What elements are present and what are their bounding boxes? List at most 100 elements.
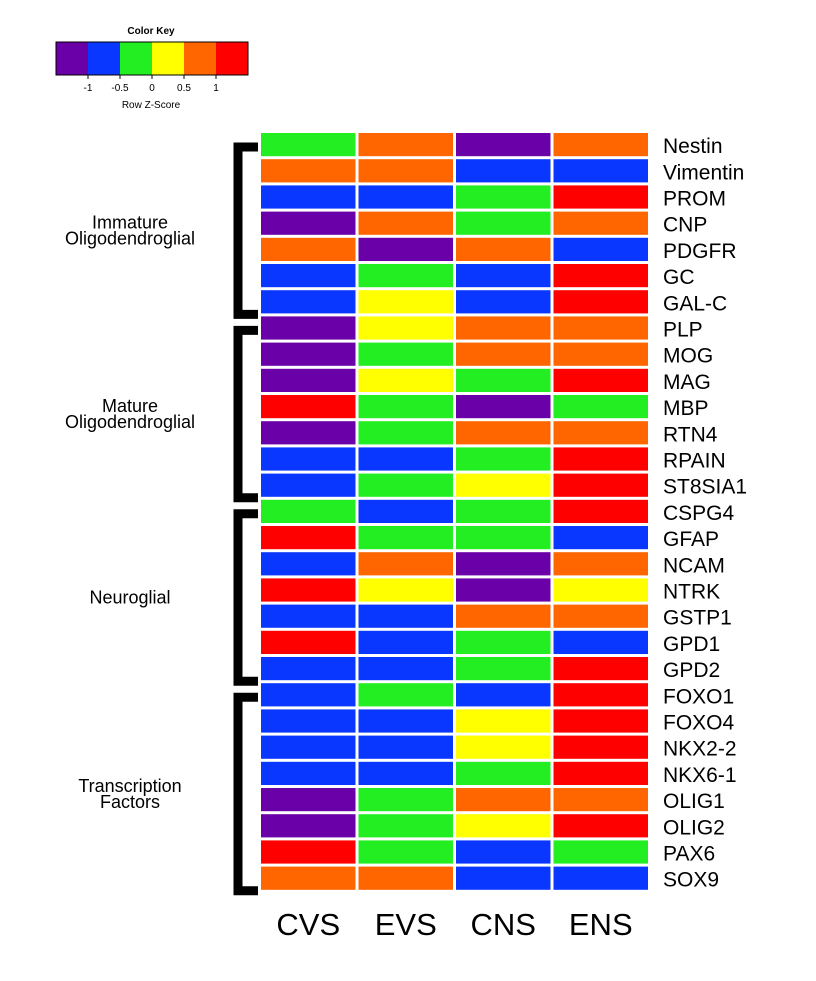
heatmap-cell [358, 447, 453, 471]
heatmap-cell [261, 788, 356, 812]
heatmap-cell [261, 761, 356, 785]
heatmap-cell [456, 735, 551, 759]
heatmap-cell [553, 316, 648, 340]
group-bracket [233, 509, 258, 686]
color-key-tick-label: 0 [149, 83, 155, 94]
heatmap-cell [261, 264, 356, 288]
heatmap-cell [261, 814, 356, 838]
heatmap-cell [456, 185, 551, 209]
heatmap-cell [358, 499, 453, 523]
heatmap-cell [553, 395, 648, 419]
color-key-swatch [88, 42, 120, 75]
heatmap-cell [358, 133, 453, 157]
color-key-tick-label: 1 [213, 83, 219, 94]
heatmap-cell [261, 211, 356, 235]
heatmap-cell [456, 290, 551, 314]
row-label: NKX2-2 [663, 738, 737, 761]
heatmap-cell [261, 316, 356, 340]
heatmap-cell [358, 604, 453, 628]
heatmap-cell [358, 683, 453, 707]
heatmap-cell [456, 683, 551, 707]
heatmap-cell [358, 421, 453, 445]
color-key: Color Key -1 -0.5 0 0.5 1 Row Z-Score [55, 26, 249, 111]
heatmap-cell [261, 604, 356, 628]
row-label: PLP [663, 319, 703, 342]
row-label: NTRK [663, 581, 720, 604]
column-label: ENS [569, 907, 633, 942]
heatmap-cell [261, 473, 356, 497]
heatmap-cell [456, 316, 551, 340]
row-label: SOX9 [663, 869, 719, 892]
heatmap-cell [456, 840, 551, 864]
heatmap-cell [553, 788, 648, 812]
row-label: GPD2 [663, 659, 720, 682]
heatmap-cell [553, 264, 648, 288]
heatmap-cell [261, 133, 356, 157]
heatmap-cell [261, 290, 356, 314]
group-bracket [233, 325, 258, 503]
heatmap-cell [261, 447, 356, 471]
heatmap-cell [456, 264, 551, 288]
heatmap-cell [456, 709, 551, 733]
heatmap-cell [553, 630, 648, 654]
color-key-swatch [184, 42, 216, 75]
row-label: ST8SIA1 [663, 476, 747, 499]
heatmap-cell [456, 368, 551, 392]
heatmap-cell [358, 526, 453, 550]
row-label: OLIG1 [663, 790, 725, 813]
color-key-swatches [55, 41, 249, 76]
color-key-title: Color Key [127, 26, 175, 37]
heatmap-cell [553, 709, 648, 733]
row-groups: Immature Oligodendroglial Mature Oligodendr… [65, 142, 258, 896]
group-label: Immature Oligodendroglial [65, 213, 195, 249]
heatmap-cell [456, 133, 551, 157]
heatmap-cell [553, 368, 648, 392]
row-label: OLIG2 [663, 816, 725, 839]
heatmap-cell [456, 814, 551, 838]
row-label: Vimentin [663, 161, 744, 184]
heatmap-cell [456, 395, 551, 419]
heatmap-cell [261, 185, 356, 209]
row-label: CNP [663, 214, 707, 237]
heatmap-cell [553, 421, 648, 445]
heatmap-cell [261, 395, 356, 419]
heatmap-cell [358, 735, 453, 759]
heatmap-cell [456, 526, 551, 550]
row-label: NKX6-1 [663, 764, 737, 787]
heatmap-cells [261, 133, 648, 890]
row-label: GAL-C [663, 292, 727, 315]
heatmap-cell [261, 840, 356, 864]
color-key-tick-label: -1 [84, 83, 93, 94]
heatmap-cell [358, 237, 453, 261]
color-key-swatch [120, 42, 152, 75]
heatmap-cell [261, 578, 356, 602]
heatmap-cell [261, 499, 356, 523]
heatmap-cell [358, 814, 453, 838]
row-labels: Nestin Vimentin PROM CNP PDGFR GC GAL-C PLP MOG M… [663, 135, 747, 892]
heatmap-cell [553, 447, 648, 471]
heatmap-cell [456, 630, 551, 654]
heatmap-cell [553, 211, 648, 235]
heatmap-cell [358, 657, 453, 681]
heatmap-cell [358, 473, 453, 497]
heatmap-cell [553, 185, 648, 209]
heatmap-cell [456, 552, 551, 576]
heatmap-cell [261, 709, 356, 733]
heatmap-cell [553, 683, 648, 707]
heatmap-cell [553, 552, 648, 576]
heatmap-cell [358, 290, 453, 314]
row-label: MAG [663, 371, 711, 394]
column-labels: CVS EVS CNS ENS [276, 907, 632, 942]
color-key-tick-label: -0.5 [111, 83, 129, 94]
heatmap-cell [456, 499, 551, 523]
heatmap-cell [358, 630, 453, 654]
heatmap-cell [553, 735, 648, 759]
heatmap-cell [456, 447, 551, 471]
row-label: FOXO1 [663, 685, 734, 708]
heatmap-cell [456, 788, 551, 812]
heatmap-cell [261, 526, 356, 550]
row-label: PROM [663, 188, 726, 211]
heatmap-cell [553, 473, 648, 497]
heatmap-cell [358, 866, 453, 890]
